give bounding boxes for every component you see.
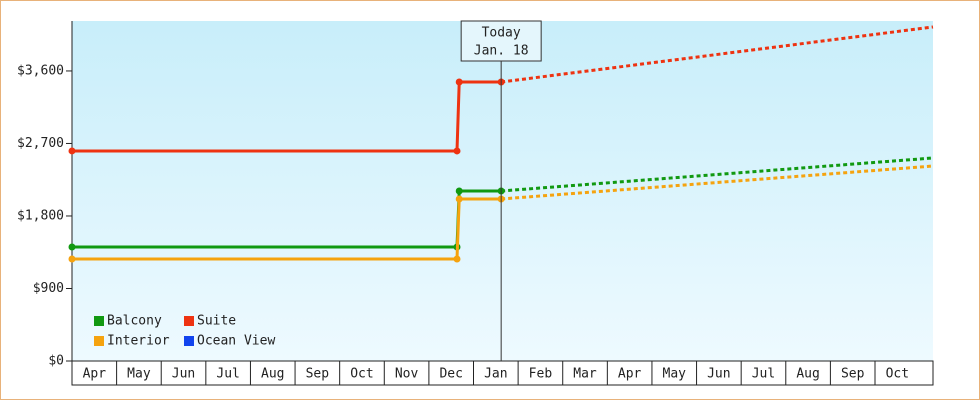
point <box>68 243 76 251</box>
legend-label: Balcony <box>107 314 162 329</box>
forecast-line <box>501 164 934 201</box>
x-tick-label: Apr <box>618 367 642 382</box>
legend-label: Ocean View <box>197 334 275 349</box>
today-date: Jan. 18 <box>474 44 529 59</box>
legend-label: Interior <box>107 334 170 349</box>
x-tick-label: May <box>127 367 151 382</box>
today-box <box>460 20 542 62</box>
x-tick-label: Sep <box>306 367 330 382</box>
point <box>455 78 463 86</box>
point <box>453 147 461 155</box>
x-tick-label: Oct <box>886 367 909 382</box>
x-axis-band <box>71 360 934 386</box>
legend-label: Suite <box>197 314 236 329</box>
x-tick-label: Dec <box>439 367 462 382</box>
x-tick-label: Jul <box>752 367 775 382</box>
x-tick-label: Jun <box>172 367 195 382</box>
x-tick-label: Jan <box>484 367 507 382</box>
y-tick-label: $900 <box>33 281 64 296</box>
point <box>453 255 461 263</box>
y-tick-label: $0 <box>48 354 64 369</box>
x-tick-label: Sep <box>841 367 865 382</box>
legend-swatch <box>94 316 104 326</box>
x-tick-label: Aug <box>796 367 819 382</box>
y-tick-label: $3,600 <box>17 63 64 78</box>
point <box>68 255 76 263</box>
series-line <box>72 80 502 153</box>
forecast-line <box>500 25 934 84</box>
x-tick-label: Aug <box>261 367 284 382</box>
today-label: Today <box>482 26 521 41</box>
legend-swatch <box>184 316 194 326</box>
forecast-line <box>501 156 934 193</box>
x-tick-label: Oct <box>350 367 373 382</box>
point <box>455 195 463 203</box>
legend-swatch <box>184 336 194 346</box>
y-tick-label: $1,800 <box>17 208 64 223</box>
series-line <box>72 197 502 261</box>
x-tick-label: Mar <box>573 367 597 382</box>
point <box>68 147 76 155</box>
x-tick-label: Jun <box>707 367 730 382</box>
legend-swatch <box>94 336 104 346</box>
y-tick-label: $2,700 <box>17 136 64 151</box>
x-tick-label: Nov <box>395 367 419 382</box>
x-tick-label: Feb <box>529 367 553 382</box>
x-tick-label: Apr <box>83 367 107 382</box>
point <box>455 187 463 195</box>
x-tick-label: May <box>663 367 687 382</box>
x-tick-label: Jul <box>216 367 239 382</box>
